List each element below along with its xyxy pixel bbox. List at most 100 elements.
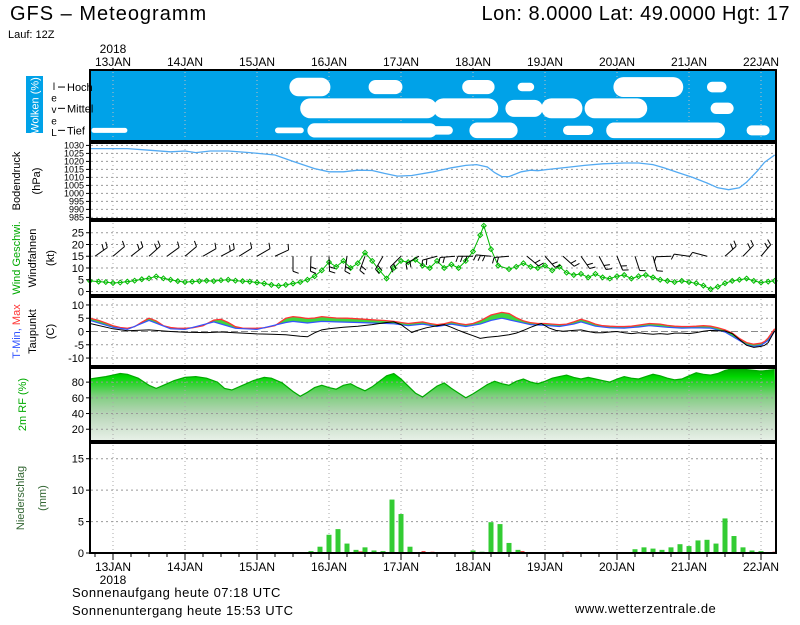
precip-bar	[515, 549, 521, 552]
wind-marker	[570, 271, 577, 279]
barb-feather	[589, 266, 596, 270]
barb-staff	[476, 254, 492, 257]
wind-marker	[765, 278, 772, 285]
barb-feather	[377, 265, 382, 271]
precip-bar	[686, 546, 692, 552]
wind-marker	[743, 275, 750, 282]
wind-marker	[505, 266, 513, 273]
barb-feather	[389, 266, 394, 273]
barb-feather	[292, 270, 299, 274]
wind-marker	[480, 222, 487, 229]
precip-bar	[731, 536, 737, 552]
panel-border	[89, 69, 777, 142]
barb-staff	[724, 245, 737, 257]
barb-staff	[375, 255, 384, 270]
barb-staff	[148, 245, 161, 257]
barb-feather	[345, 266, 352, 270]
panel-label-2m-rf: 2m RF (%)	[17, 378, 29, 431]
date-label: 13JAN	[95, 560, 131, 574]
precip-bar	[380, 551, 386, 552]
precip-bar	[668, 547, 674, 552]
wind-marker	[757, 279, 765, 286]
barb-feather	[409, 261, 412, 268]
ytick-label: 10	[72, 263, 84, 275]
panel-unit-mm: (mm)	[37, 485, 49, 511]
tmin-line	[89, 317, 776, 348]
level-axis-letter: e	[51, 94, 57, 105]
rh-line	[89, 368, 775, 399]
barb-feather	[464, 256, 468, 263]
wind-marker	[246, 278, 253, 285]
ytick-label: 15	[72, 454, 84, 466]
date-label: 13JAN	[95, 55, 131, 69]
ytick-label: 0	[78, 327, 84, 339]
watermark: www.wetterzentrale.de	[575, 601, 717, 616]
wind-marker	[95, 278, 102, 285]
wind-marker	[649, 274, 657, 281]
barb-feather	[329, 266, 336, 270]
precip-bar	[335, 529, 341, 552]
wind-marker	[289, 280, 297, 287]
barb-feather	[375, 268, 380, 275]
cloud-blob	[462, 79, 495, 95]
precip-bar	[389, 499, 395, 552]
barb-staff	[598, 256, 607, 270]
precip-bar	[326, 534, 332, 552]
barb-feather	[477, 255, 481, 261]
date-label: 17JAN	[383, 55, 419, 69]
barb-staff	[130, 246, 144, 257]
barb-staff	[440, 255, 456, 259]
wind-marker	[174, 278, 181, 285]
barb-feather	[570, 260, 577, 264]
barb-feather	[329, 270, 336, 274]
barb-feather	[438, 257, 441, 264]
barb-feather	[136, 243, 140, 250]
precip-bar-red	[421, 551, 426, 552]
panel-label-taupunkt: Taupunkt	[27, 309, 39, 354]
barb-feather	[554, 264, 561, 268]
barb-staff	[580, 255, 591, 269]
ytick-label: 25	[72, 228, 84, 240]
ytick-label: 990	[69, 204, 84, 214]
barb-staff	[405, 255, 420, 265]
wind-marker	[577, 270, 585, 277]
cloud-blob	[368, 79, 403, 95]
date-label: 14JAN	[167, 560, 203, 574]
cloud-blob	[469, 122, 518, 139]
wind-marker	[714, 283, 721, 290]
wind-marker	[549, 267, 556, 274]
precip-bar	[470, 550, 476, 552]
precip-bar	[308, 551, 314, 552]
wind-marker	[253, 279, 261, 286]
location-info: Lon: 8.0000 Lat: 49.0000 Hgt: 17	[481, 3, 790, 25]
barb-feather	[733, 240, 737, 247]
barb-feather	[232, 243, 235, 250]
barb-feather	[455, 256, 459, 263]
barb-staff	[256, 248, 271, 257]
date-label: 15JAN	[239, 55, 275, 69]
barb-staff	[616, 256, 624, 271]
barb-feather	[421, 260, 424, 267]
barb-feather	[459, 256, 463, 263]
barb-feather	[310, 266, 317, 270]
wind-marker	[642, 271, 649, 279]
wind-speed-line	[89, 224, 775, 290]
wind-marker	[369, 257, 376, 265]
barb-feather	[177, 241, 180, 248]
barb-feather	[767, 239, 772, 245]
wind-marker	[707, 286, 714, 293]
ytick-label: 1000	[64, 188, 84, 198]
barb-staff	[166, 247, 180, 257]
wind-marker	[153, 273, 160, 280]
wind-marker	[592, 270, 599, 277]
barb-feather	[268, 242, 271, 249]
barb-feather	[405, 263, 408, 270]
date-label: 18JAN	[455, 560, 491, 574]
wind-marker	[297, 278, 304, 286]
barb-feather	[586, 262, 593, 266]
ytick-label: 5	[78, 313, 84, 325]
precip-bar	[506, 542, 512, 552]
